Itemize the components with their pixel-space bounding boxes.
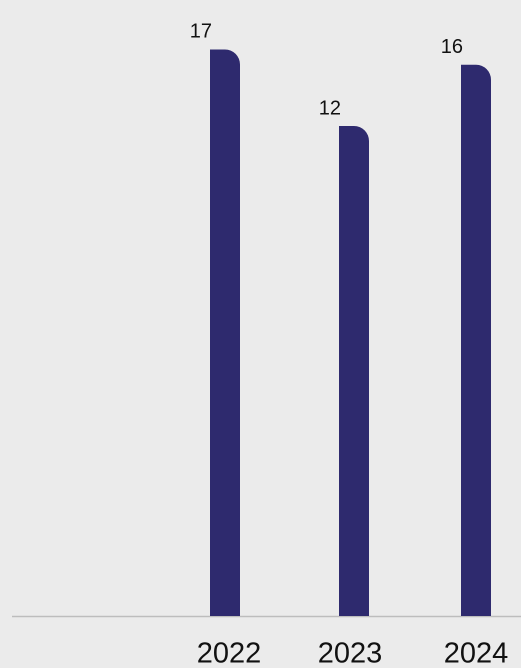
- x-tick-label: 2024: [444, 638, 509, 668]
- value-label: 12: [319, 97, 341, 119]
- value-label: 17: [190, 21, 212, 43]
- bar: [210, 49, 240, 616]
- bar: [461, 64, 491, 616]
- value-label: 16: [441, 36, 463, 58]
- x-tick-label: 2022: [197, 638, 262, 668]
- bar: [339, 126, 369, 616]
- x-tick-label: 2023: [318, 638, 383, 668]
